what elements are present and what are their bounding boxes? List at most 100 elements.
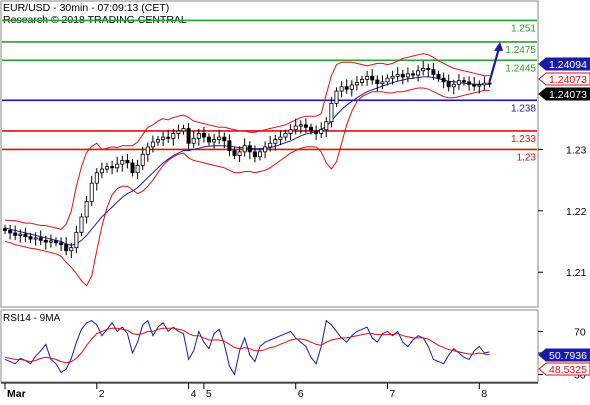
candle-body [3,228,8,231]
bollinger-upper-line [4,53,490,230]
candle-body [421,67,426,72]
candle-body [171,133,176,139]
rsi-panel-title: RSI14 - 9MA [3,313,61,324]
candle-body [59,242,64,245]
x-axis-tick-label: 6 [298,388,304,400]
level-label: 1.251 [511,23,536,34]
price-bands-group [4,53,490,287]
candle-body [54,240,59,244]
level-label: 1.2445 [505,63,536,74]
candle-body [278,136,283,140]
candle-body [242,145,247,153]
candle-body [94,172,99,184]
price-tag-label: 1.24094 [549,59,587,71]
candle-body [217,136,222,140]
candle-body [43,239,48,243]
level-label: 1.233 [511,134,536,145]
candle-body [176,130,181,134]
candle-body [69,247,74,252]
candle-body [64,244,69,252]
candle-body [288,129,293,134]
x-axis-tick-label: 7 [390,388,396,400]
candle-body [8,230,13,234]
candle-body [451,83,456,88]
x-axis-tick-label: 4 [191,388,197,400]
candle-body [359,78,364,83]
candle-body [308,126,313,132]
candle-body [135,164,140,174]
x-axis-group: Mar 2 4 5 6 7 8 [1,382,538,400]
candle-body [38,237,43,241]
candle-body [283,133,288,138]
candle-body [28,236,33,240]
candle-body [467,81,472,85]
candle-body [150,141,155,148]
candle-body [33,237,38,240]
price-projection-group [488,41,503,83]
candle-body [446,81,451,88]
candle-body [461,80,466,83]
candle-body [155,139,160,143]
price-tag-boxed-red [538,72,590,86]
candle-body [324,121,329,131]
candle-body [120,160,125,165]
candle-body [482,82,487,86]
candle-body [273,139,278,144]
x-axis-tick-label: 8 [481,388,487,400]
candle-body [385,77,390,83]
candle-body [431,69,436,75]
candle-body [472,83,477,87]
rsi-axis-tick-label: 70 [574,326,586,338]
price-levels-group: 1.251 1.2475 1.2445 1.238 1.233 1.23 [2,19,537,163]
level-label: 1.23 [517,152,537,163]
candle-body [390,75,395,79]
candle-body [441,77,446,83]
candle-body [263,146,268,153]
candle-body [145,146,150,155]
candle-body [349,84,354,90]
candle-body [365,75,370,80]
candle-body [212,139,217,143]
price-candles-group [3,60,492,259]
candle-body [257,151,262,158]
candle-body [354,82,359,86]
candle-body [334,90,339,104]
x-axis-tick-label: 5 [206,388,212,400]
candle-body [252,151,257,158]
candle-body [227,140,232,152]
candle-body [237,151,242,156]
candle-body [18,233,23,236]
candle-body [456,80,461,85]
rsi-value-tag [538,362,590,376]
level-label: 1.238 [511,103,536,114]
price-axis-group: 1.21 1.22 1.23 [538,144,587,279]
candle-body [339,86,344,92]
candle-body [115,163,120,169]
candle-body [477,84,482,87]
candle-body [186,128,191,144]
rsi-lines-group [4,319,490,376]
candle-body [99,168,104,174]
candle-body [319,129,324,134]
candle-body [105,166,110,170]
x-axis-tick-label: 2 [99,388,105,400]
candle-body [23,233,28,238]
candle-body [298,124,303,127]
candle-body [395,74,400,77]
candle-body [405,73,410,78]
rsi-value-tag [538,348,590,362]
rsi-series-line-0 [4,319,490,376]
candle-body [416,70,421,76]
candle-body [84,201,89,218]
rsi-panel-frame [0,309,539,383]
candle-body [74,231,79,249]
candle-body [161,136,166,140]
candle-body [293,125,298,131]
price-tag-label: 1.24073 [549,74,587,86]
bollinger-lower-line [4,87,490,287]
candle-body [89,182,94,202]
candle-body [110,166,115,169]
candle-body [268,142,273,148]
candle-body [206,136,211,143]
